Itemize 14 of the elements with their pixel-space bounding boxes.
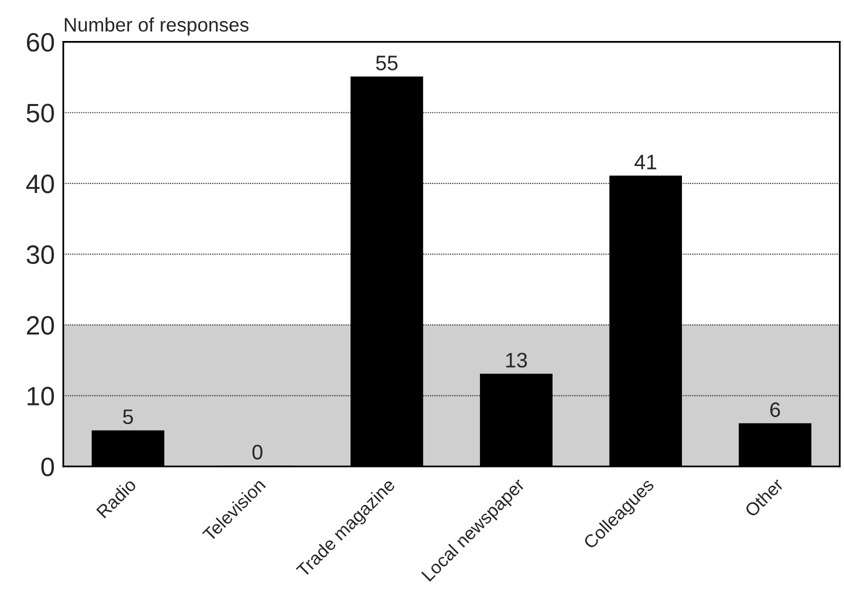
data-label: 0 [252,444,262,460]
y-tick-label: 60 [26,32,54,52]
data-label: 6 [770,402,780,418]
y-tick-label: 30 [26,245,54,264]
y-axis-title: Number of responses [64,17,248,36]
y-tick-label: 40 [26,174,54,194]
data-label: 13 [506,352,527,368]
y-tick-label: 50 [26,104,54,122]
y-tick-label: 0 [41,458,54,476]
y-tick-label: 20 [26,316,54,335]
data-label: 55 [376,56,398,70]
y-tick-label: 10 [28,386,54,406]
data-label: 5 [123,410,133,424]
data-label: 41 [634,154,656,170]
